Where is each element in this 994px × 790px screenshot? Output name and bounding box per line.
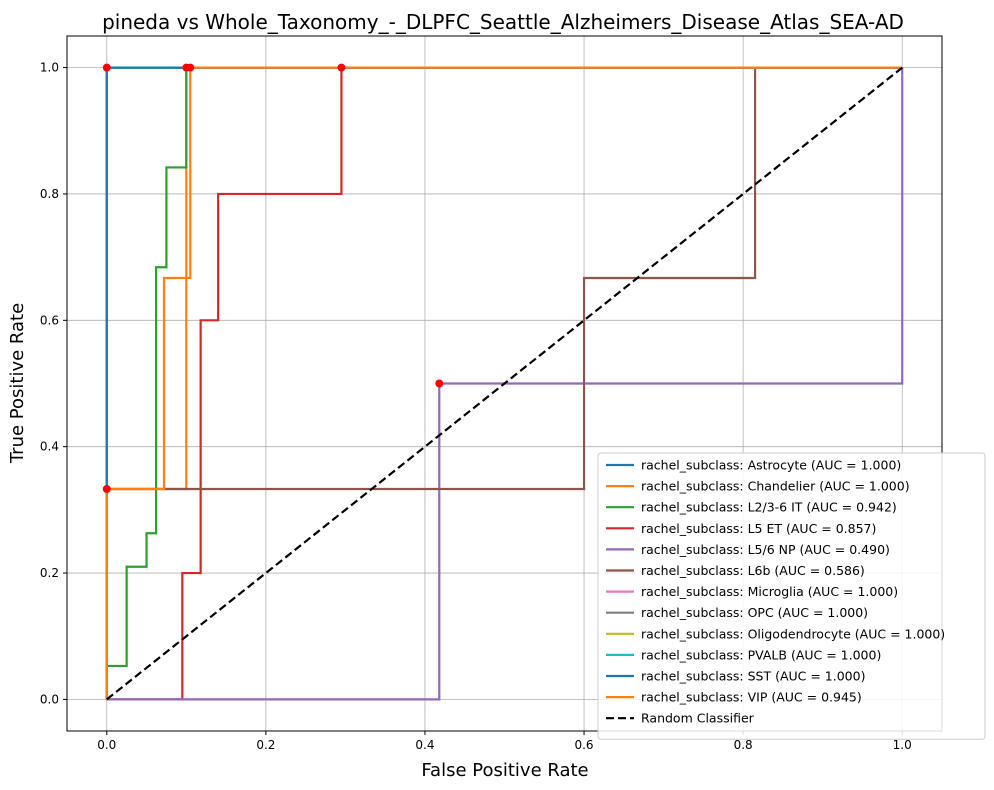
threshold-marker <box>337 63 346 72</box>
legend: rachel_subclass: Astrocyte (AUC = 1.000)… <box>597 452 986 740</box>
legend-entry: rachel_subclass: Oligodendrocyte (AUC = … <box>641 626 945 641</box>
y-tick-label: 0.8 <box>40 187 59 201</box>
axis-ticks: 0.0 0.2 0.4 0.6 0.8 1.0 0.0 0.2 0.4 0.6 0.8 1.0 <box>40 61 912 752</box>
legend-entry: rachel_subclass: L2/3-6 IT (AUC = 0.942) <box>641 500 897 515</box>
series-line-3 <box>106 66 903 701</box>
legend-entry: rachel_subclass: SST (AUC = 1.000) <box>641 669 865 684</box>
chart-title: pineda vs Whole_Taxonomy_-_DLPFC_Seattle… <box>102 10 904 34</box>
legend-box <box>597 452 986 740</box>
x-tick-label: 0.2 <box>256 738 275 752</box>
legend-entry: rachel_subclass: Astrocyte (AUC = 1.000) <box>641 458 901 473</box>
grid-lines <box>67 36 942 731</box>
x-tick-label: 0.6 <box>574 738 593 752</box>
y-tick-label: 0.2 <box>40 566 59 580</box>
legend-entry: rachel_subclass: L5/6 NP (AUC = 0.490) <box>641 542 890 557</box>
x-axis-title: False Positive Rate <box>421 760 588 781</box>
threshold-marker <box>102 63 111 72</box>
y-tick-label: 0.0 <box>40 692 59 706</box>
x-tick-label: 0.4 <box>415 738 434 752</box>
x-tick-label: 0.0 <box>97 738 116 752</box>
series-line-12 <box>106 66 903 701</box>
y-tick-label: 0.4 <box>40 440 59 454</box>
series-line-2 <box>105 66 903 700</box>
threshold-markers <box>102 63 444 494</box>
legend-entry: rachel_subclass: VIP (AUC = 0.945) <box>641 690 862 705</box>
legend-entry: rachel_subclass: PVALB (AUC = 1.000) <box>641 647 881 662</box>
threshold-marker <box>186 63 195 72</box>
legend-entry: rachel_subclass: L5 ET (AUC = 0.857) <box>641 521 876 536</box>
x-tick-label: 1.0 <box>893 738 912 752</box>
threshold-marker <box>435 379 444 388</box>
legend-entry: rachel_subclass: L6b (AUC = 0.586) <box>641 563 865 578</box>
y-axis-title: True Positive Rate <box>7 303 28 464</box>
x-tick-label: 0.8 <box>734 738 753 752</box>
legend-entry: Random Classifier <box>641 711 755 726</box>
legend-entry: rachel_subclass: Chandelier (AUC = 1.000… <box>641 479 910 494</box>
threshold-marker <box>102 485 111 494</box>
legend-entry: rachel_subclass: Microglia (AUC = 1.000) <box>641 584 898 599</box>
legend-entry: rachel_subclass: OPC (AUC = 1.000) <box>641 605 868 620</box>
y-tick-label: 1.0 <box>40 61 59 75</box>
plot-frame <box>66 35 943 732</box>
y-tick-label: 0.6 <box>40 313 59 327</box>
